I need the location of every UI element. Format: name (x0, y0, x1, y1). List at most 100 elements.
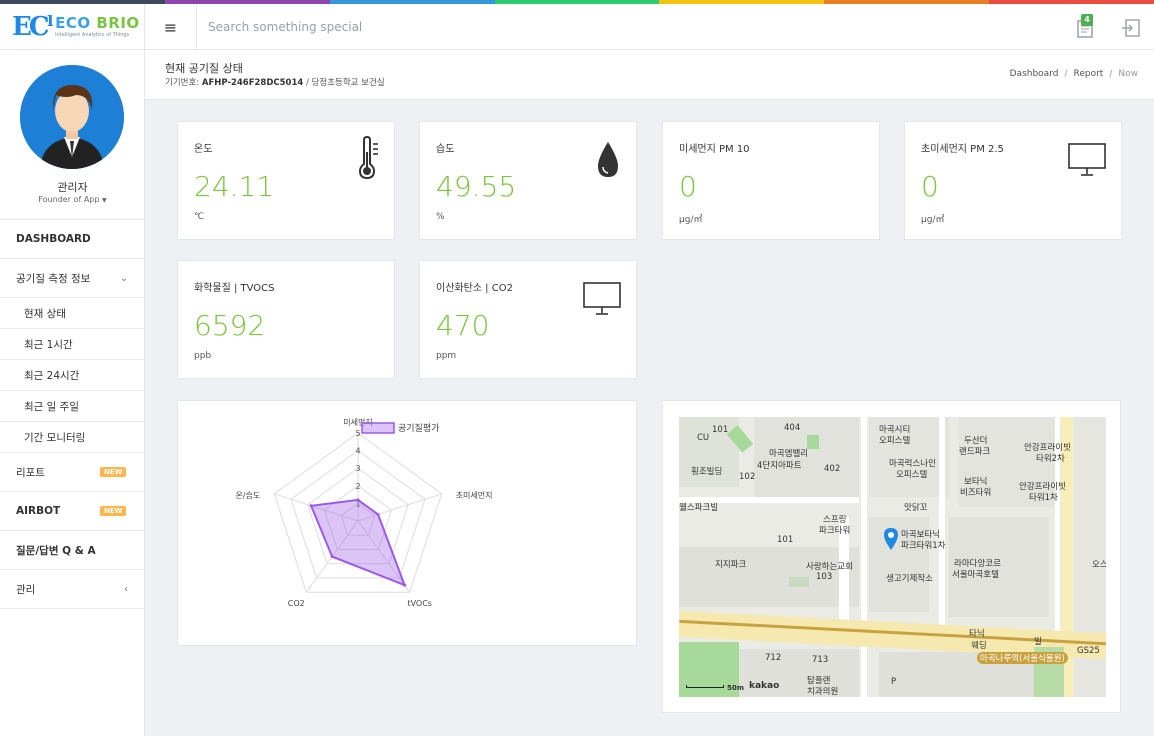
breadcrumb-report[interactable]: Report (1073, 69, 1104, 79)
breadcrumb: Dashboard / Report / Now (1009, 69, 1138, 79)
card-value: 0 (679, 170, 697, 203)
card-value: 6592 (194, 309, 266, 342)
sidebar-item-manage[interactable]: 관리 ‹ (0, 570, 144, 609)
radar-category-label: 온/습도 (236, 491, 261, 500)
sidebar-subitem-current[interactable]: 현재 상태 (0, 298, 144, 329)
station-label[interactable]: 마곡나루역(서울식물원) (977, 652, 1068, 664)
map-background (679, 417, 1106, 697)
radar-tick-label: 1 (355, 499, 360, 508)
sidebar-subitem-24hour[interactable]: 최근 24시간 (0, 360, 144, 391)
strip-segment (164, 0, 330, 4)
temperature-card: 온도 24.11 ℃ (177, 121, 395, 240)
radar-point (356, 498, 360, 502)
sidebar-item-airbot[interactable]: AIRBOT NEW (0, 492, 144, 531)
sidebar-item-report[interactable]: 리포트 NEW (0, 453, 144, 492)
chevron-left-icon: ‹ (124, 583, 128, 595)
new-badge: NEW (100, 467, 127, 477)
map-scale-bar (686, 685, 724, 688)
card-label: 화학물질 | TVOCS (194, 283, 275, 294)
radar-grid-ring (290, 449, 426, 579)
radar-spoke (357, 520, 411, 593)
radar-point (403, 583, 407, 587)
sidebar-item-dashboard[interactable]: DASHBOARD (0, 220, 144, 259)
strip-segment (659, 0, 825, 4)
strip-segment (824, 0, 990, 4)
strip-segment (329, 0, 495, 4)
chevron-down-icon: ⌄ (119, 272, 128, 284)
radar-category-label: CO2 (288, 599, 305, 608)
map-scale: 50m (727, 684, 745, 692)
device-info: 기기번호: AFHP-246F28DC5014 / 당정초등학교 보건실 (165, 78, 385, 88)
caret-down-icon: ▼ (102, 197, 107, 204)
new-badge: NEW (100, 506, 127, 516)
breadcrumb-dashboard[interactable]: Dashboard (1009, 69, 1059, 79)
radar-tick-label: 2 (355, 482, 360, 491)
logo[interactable]: ECˡ ECO BRIO Intelligent Analytics of Th… (0, 4, 145, 50)
profile-name: 관리자 (57, 181, 88, 194)
map-card: 101 CU 404 마곡엠밸리 4단지아파트 402 마곡시티 오피스텔 두산… (662, 400, 1121, 713)
legend-label: 공기질평가 (398, 422, 439, 434)
strip-segment (494, 0, 660, 4)
sidebar: 관리자 Founder of App ▼ DASHBOARD 공기질 측정 정보… (0, 50, 145, 736)
strip-segment (0, 0, 165, 4)
card-unit: % (436, 212, 445, 222)
strip-segment (989, 0, 1154, 4)
eco-brio-logo-icon: ECˡ (12, 12, 54, 42)
breadcrumb-now: Now (1118, 69, 1138, 79)
card-label: 습도 (436, 144, 455, 155)
sidebar-item-air-info[interactable]: 공기질 측정 정보 ⌄ (0, 259, 144, 298)
radar-grid-ring (273, 432, 443, 593)
sidebar-subitem-period[interactable]: 기간 모니터링 (0, 422, 144, 453)
page-header: 현재 공기질 상태 기기번호: AFHP-246F28DC5014 / 당정초등… (145, 50, 1154, 100)
radar-grid-ring (323, 485, 393, 550)
location-map[interactable]: 101 CU 404 마곡엠밸리 4단지아파트 402 마곡시티 오피스텔 두산… (679, 417, 1106, 697)
humidity-card: 습도 49.55 % (419, 121, 637, 240)
card-label: 미세먼지 PM 10 (679, 144, 750, 155)
water-drop-icon (598, 142, 618, 177)
card-value: 24.11 (194, 170, 275, 203)
card-unit: μg/㎥ (921, 215, 945, 225)
notification-count-badge: 4 (1081, 14, 1093, 26)
hamburger-icon: ≡ (163, 17, 178, 37)
radar-tick-label: 4 (355, 447, 360, 456)
radar-category-label: tVOCs (407, 599, 432, 608)
radar-tick-label: 5 (355, 429, 360, 438)
radar-category-label: 미세먼지 (343, 417, 372, 427)
radar-point (330, 555, 334, 559)
card-value: 470 (436, 309, 490, 342)
co2-card: 이산화탄소 | CO2 470 ppm (419, 260, 637, 379)
page-title: 현재 공기질 상태 (165, 62, 243, 75)
radar-point (309, 504, 313, 508)
pm25-card: 초미세먼지 PM 2.5 0 μg/㎥ (904, 121, 1122, 240)
card-value: 49.55 (436, 170, 517, 203)
monitor-icon (1068, 143, 1106, 176)
logo-name: ECO BRIO (55, 14, 140, 32)
logout-icon[interactable] (1121, 18, 1141, 38)
card-unit: μg/㎥ (679, 215, 703, 225)
card-unit: ppm (436, 351, 457, 361)
radar-point (376, 512, 380, 516)
sidebar-subitem-1hour[interactable]: 최근 1시간 (0, 329, 144, 360)
profile-role-dropdown[interactable]: Founder of App ▼ (38, 195, 107, 204)
radar-tick-label: 3 (355, 464, 360, 473)
card-unit: ppb (194, 351, 212, 361)
sidebar-subitem-week[interactable]: 최근 일 주일 (0, 391, 144, 422)
kakao-logo: kakao (749, 681, 780, 691)
card-label: 초미세먼지 PM 2.5 (921, 144, 1004, 155)
monitor-icon (583, 282, 621, 315)
avatar[interactable] (20, 65, 124, 169)
logo-tagline: Intelligent Analytics of Things (55, 32, 130, 38)
menu-toggle-button[interactable]: ≡ (145, 4, 197, 50)
search-input[interactable] (208, 17, 608, 37)
sidebar-item-qa[interactable]: 질문/답변 Q & A (0, 531, 144, 570)
radar-grid-ring (340, 502, 376, 536)
radar-series-area (309, 498, 407, 587)
legend-swatch (361, 422, 395, 434)
card-value: 0 (921, 170, 939, 203)
top-color-strip (0, 0, 1154, 4)
radar-grid-ring (307, 467, 409, 565)
map-pin-icon[interactable] (883, 527, 899, 551)
card-unit: ℃ (194, 212, 205, 222)
